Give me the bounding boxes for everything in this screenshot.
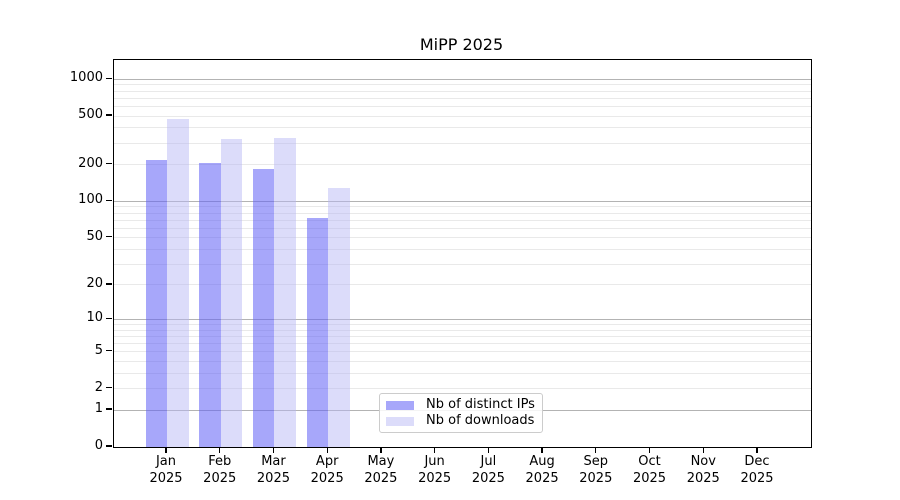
bar-feb-ips bbox=[199, 162, 221, 447]
minor-gridline bbox=[114, 237, 811, 239]
minor-gridline bbox=[114, 388, 811, 390]
bar-feb-downloads bbox=[220, 139, 243, 447]
major-gridline bbox=[114, 78, 811, 80]
minor-gridline bbox=[114, 335, 811, 337]
legend-label-downloads: Nb of downloads bbox=[426, 413, 535, 428]
x-tick-label: May 2025 bbox=[364, 454, 398, 486]
minor-gridline bbox=[114, 342, 811, 344]
y-tick-mark bbox=[106, 77, 112, 79]
minor-gridline bbox=[114, 97, 811, 99]
minor-gridline bbox=[114, 227, 811, 229]
minor-gridline bbox=[114, 127, 811, 129]
x-tick-mark bbox=[380, 447, 382, 454]
x-tick-mark bbox=[272, 447, 275, 454]
x-tick-label: Aug 2025 bbox=[525, 454, 559, 486]
y-tick-mark bbox=[106, 283, 112, 285]
legend-label-distinct-ips: Nb of distinct IPs bbox=[426, 397, 535, 412]
legend-item-downloads: Nb of downloads bbox=[386, 413, 536, 429]
bar-jan-downloads bbox=[167, 118, 189, 447]
x-tick-label: Apr 2025 bbox=[310, 454, 344, 486]
minor-gridline bbox=[114, 248, 811, 250]
y-tick-label: 500 bbox=[78, 107, 103, 123]
bar-mar-ips bbox=[252, 169, 275, 447]
minor-gridline bbox=[114, 90, 811, 92]
y-tick-mark bbox=[106, 445, 112, 447]
x-tick-mark bbox=[541, 447, 543, 454]
x-tick-mark bbox=[165, 447, 167, 454]
x-tick-label: Oct 2025 bbox=[632, 454, 667, 486]
bar-apr-ips bbox=[306, 217, 329, 447]
minor-gridline bbox=[114, 263, 811, 265]
major-gridline bbox=[114, 318, 811, 320]
y-tick-label: 10 bbox=[86, 310, 103, 326]
minor-gridline bbox=[114, 105, 811, 107]
x-tick-label: Sep 2025 bbox=[579, 454, 613, 486]
y-tick-mark bbox=[106, 199, 112, 202]
y-tick-label: 50 bbox=[86, 228, 103, 244]
minor-gridline bbox=[114, 219, 811, 221]
x-tick-mark bbox=[433, 447, 436, 454]
plot-area bbox=[113, 59, 812, 448]
y-tick-mark bbox=[106, 349, 112, 352]
x-tick-label: Jun 2025 bbox=[418, 454, 452, 486]
bar-mar-downloads bbox=[274, 138, 296, 447]
legend-swatch-downloads bbox=[386, 416, 414, 426]
y-tick-mark bbox=[106, 236, 112, 238]
x-tick-label: Jul 2025 bbox=[471, 454, 505, 486]
y-tick-label: 5 bbox=[94, 342, 103, 358]
legend-item-distinct-ips: Nb of distinct IPs bbox=[386, 397, 536, 413]
x-tick-mark bbox=[595, 447, 597, 454]
y-tick-mark bbox=[106, 163, 112, 165]
minor-gridline bbox=[114, 360, 811, 362]
bar-jan-ips bbox=[145, 159, 167, 447]
legend-swatch-distinct-ips bbox=[386, 400, 414, 410]
minor-gridline bbox=[114, 323, 811, 325]
x-tick-mark bbox=[219, 447, 221, 454]
x-tick-label: Nov 2025 bbox=[686, 454, 720, 486]
y-tick-label: 2 bbox=[94, 379, 103, 395]
x-tick-mark bbox=[702, 447, 704, 454]
x-tick-label: Mar 2025 bbox=[256, 454, 290, 486]
x-tick-label: Feb 2025 bbox=[203, 454, 237, 486]
minor-gridline bbox=[114, 329, 811, 331]
bar-apr-downloads bbox=[328, 187, 350, 447]
x-tick-label: Jan 2025 bbox=[149, 454, 183, 486]
y-tick-label: 200 bbox=[78, 155, 103, 171]
y-tick-label: 100 bbox=[78, 192, 103, 208]
y-tick-mark bbox=[106, 317, 112, 320]
x-tick-mark bbox=[326, 447, 328, 454]
major-gridline bbox=[114, 200, 811, 202]
minor-gridline bbox=[114, 164, 811, 166]
x-tick-mark bbox=[648, 447, 651, 454]
minor-gridline bbox=[114, 372, 811, 374]
minor-gridline bbox=[114, 206, 811, 208]
minor-gridline bbox=[114, 351, 811, 353]
y-tick-label: 0 bbox=[94, 438, 103, 453]
y-tick-mark bbox=[106, 386, 112, 389]
legend: Nb of distinct IPs Nb of downloads bbox=[379, 393, 543, 433]
y-tick-label: 1 bbox=[94, 401, 103, 417]
x-tick-mark bbox=[487, 447, 489, 454]
minor-gridline bbox=[114, 284, 811, 286]
x-tick-label: Dec 2025 bbox=[740, 454, 774, 486]
y-tick-mark bbox=[106, 408, 112, 410]
y-tick-mark bbox=[106, 114, 112, 116]
minor-gridline bbox=[114, 84, 811, 86]
chart-title: MiPP 2025 bbox=[419, 35, 504, 54]
minor-gridline bbox=[114, 142, 811, 144]
minor-gridline bbox=[114, 115, 811, 117]
x-tick-mark bbox=[756, 447, 758, 454]
minor-gridline bbox=[114, 212, 811, 214]
y-tick-label: 1000 bbox=[69, 70, 103, 86]
y-tick-label: 20 bbox=[86, 275, 103, 291]
